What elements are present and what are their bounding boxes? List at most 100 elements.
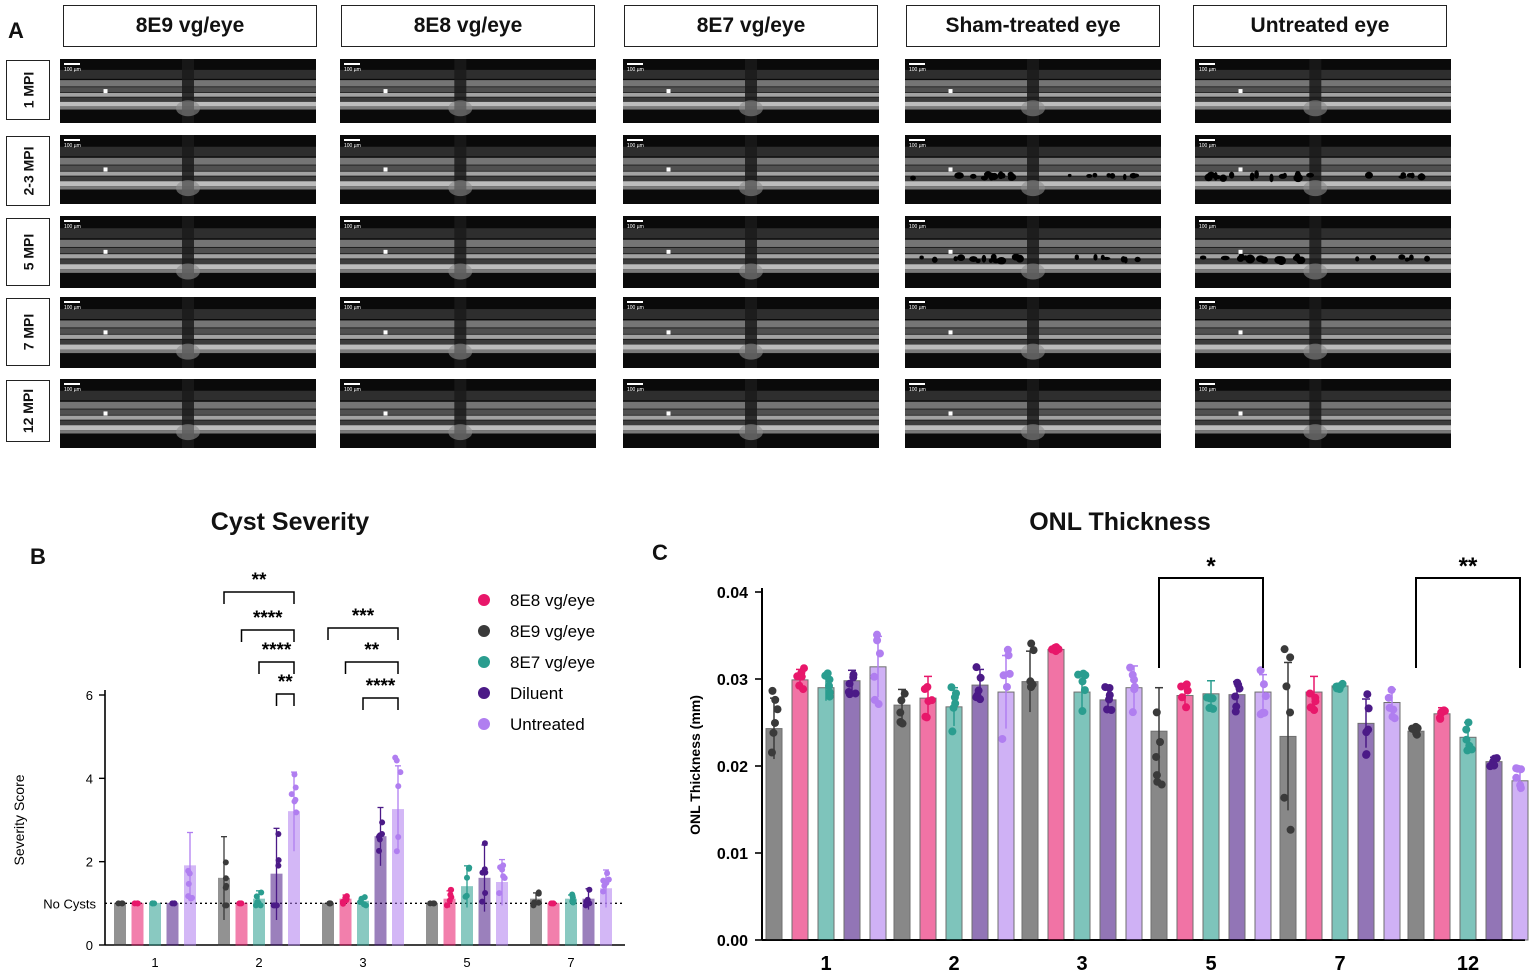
data-point (586, 886, 593, 893)
data-point (1078, 677, 1087, 686)
x-tick-label: 5 (1205, 953, 1216, 975)
data-point (1412, 730, 1421, 739)
data-point (1103, 705, 1112, 714)
oct-scan: 100 µm (60, 216, 316, 288)
legend-marker (478, 687, 490, 699)
legend-marker (478, 594, 490, 606)
optic-nerve-head (176, 263, 200, 280)
data-point (603, 879, 610, 886)
scale-bar (1199, 139, 1215, 141)
data-point (1203, 693, 1212, 702)
cyst-spot (1007, 171, 1014, 178)
data-point (773, 705, 782, 714)
data-point (255, 899, 262, 906)
cyst-spot (1093, 253, 1098, 261)
retina-band (1195, 97, 1451, 102)
retina-band (1195, 390, 1451, 401)
data-point (1492, 754, 1501, 763)
retina-band (1195, 320, 1451, 328)
optic-nerve-head (1021, 343, 1045, 360)
data-point (1049, 645, 1058, 654)
column-header-untreated: Untreated eye (1193, 5, 1447, 47)
marker-square (1238, 167, 1243, 172)
data-point (496, 890, 503, 897)
oct-image: 100 µm (340, 59, 596, 123)
scale-bar (909, 220, 925, 222)
oct-scan: 100 µm (1195, 135, 1451, 204)
retina-band (340, 309, 596, 320)
marker-square (666, 89, 671, 94)
oct-scan: 100 µm (623, 216, 879, 288)
oct-image: 100 µm (1195, 135, 1451, 204)
scale-bar-label: 100 µm (627, 143, 644, 149)
retina-band (340, 259, 596, 265)
retina-band (1195, 239, 1451, 247)
data-point (275, 862, 282, 869)
bar (1176, 695, 1194, 941)
optic-nerve-head (176, 424, 200, 441)
cyst-spot (1400, 172, 1407, 178)
bar (1125, 687, 1143, 941)
data-point (1157, 780, 1166, 789)
data-point (921, 712, 930, 721)
bar (817, 687, 835, 941)
bar (997, 691, 1015, 941)
significance-bracket (1158, 577, 1264, 668)
scale-bar-label: 100 µm (344, 143, 361, 149)
cyst-spot (1274, 256, 1285, 264)
data-point (1388, 712, 1397, 721)
data-point (1462, 735, 1471, 744)
data-point (768, 686, 777, 695)
data-point (185, 893, 192, 900)
retina-band (340, 228, 596, 239)
retina-band (1195, 228, 1451, 239)
retina-band (1195, 259, 1451, 265)
data-point (1233, 678, 1242, 687)
significance-bracket (327, 627, 399, 640)
cyst-spot (1424, 255, 1431, 262)
data-point (1259, 680, 1268, 689)
oct-image: 100 µm (60, 135, 316, 204)
y-axis-label: Severity Score (11, 774, 27, 865)
scale-bar-label: 100 µm (1199, 305, 1216, 311)
data-point (376, 847, 383, 854)
oct-scan: 100 µm (905, 135, 1161, 204)
cyst-spot (1365, 171, 1373, 179)
significance-stars: **** (366, 676, 396, 697)
oct-scan: 100 µm (340, 297, 596, 368)
retina-band (340, 92, 596, 97)
panel-label-b: B (30, 544, 46, 569)
scale-bar (64, 301, 80, 303)
panel-label-c: C (652, 540, 668, 565)
data-point (1178, 693, 1187, 702)
data-point (430, 900, 437, 907)
data-point (872, 630, 881, 639)
data-point (1256, 666, 1265, 675)
retina-band (1195, 176, 1451, 182)
retina-band (340, 87, 596, 93)
scale-bar-label: 100 µm (64, 387, 81, 393)
data-point (851, 689, 860, 698)
data-point (948, 727, 957, 736)
data-point (185, 867, 192, 874)
data-point (1286, 653, 1295, 662)
oct-scan: 100 µm (340, 135, 596, 204)
data-point (845, 679, 854, 688)
retina-band (340, 97, 596, 102)
retina-band (1195, 420, 1451, 426)
optic-nerve-head (739, 100, 763, 117)
cyst-spot (1199, 255, 1207, 260)
column-header-sham: Sham-treated eye (906, 5, 1160, 47)
cyst-spot (1294, 171, 1301, 180)
oct-image: 100 µm (60, 297, 316, 368)
cyst-spot (1109, 173, 1116, 179)
scale-bar (344, 139, 360, 141)
bar (1383, 701, 1401, 941)
retina-band (340, 409, 596, 415)
retina-band (340, 390, 596, 401)
row-header-7mpi: 7 MPI (6, 298, 50, 366)
marker-square (103, 89, 108, 94)
retina-band (340, 157, 596, 165)
retina-band (1195, 401, 1451, 409)
oct-image: 100 µm (60, 379, 316, 448)
